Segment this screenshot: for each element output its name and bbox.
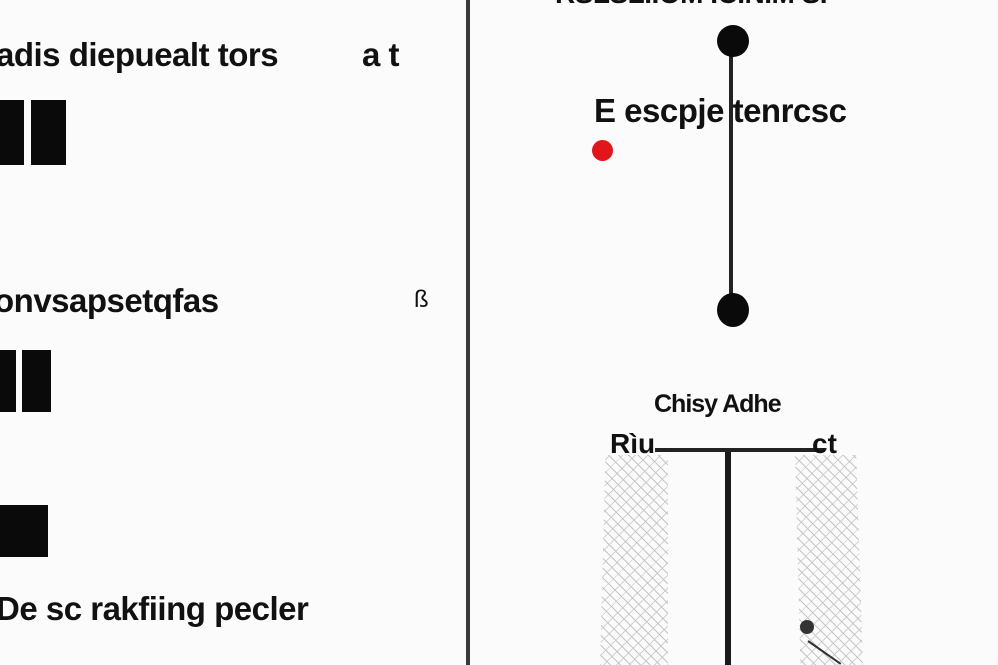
panel-divider (466, 0, 470, 665)
heading-2: onvsapsetqfas (0, 282, 219, 319)
top-title: RSLSLIIOM ICINIM SI (555, 0, 828, 10)
black-block (22, 350, 51, 412)
black-block (31, 100, 66, 165)
small-figure-icon (800, 620, 814, 634)
section-title: Chisy Adhe (654, 390, 782, 418)
pin-bottom-ball (717, 293, 749, 327)
heading-1-suffix: a t (362, 36, 400, 73)
footer-text: De sc rakfiing pecler (0, 590, 309, 627)
pin-line (729, 40, 733, 310)
right-label: ct (812, 428, 837, 459)
black-block (0, 505, 48, 557)
red-dot-marker (592, 140, 613, 161)
hatched-region-left (600, 455, 668, 665)
black-block (0, 350, 16, 412)
left-label: Rìu (610, 428, 656, 459)
black-block (0, 100, 24, 165)
label-1: E escpje tenrcsc (594, 92, 847, 129)
pin-top-ball (717, 25, 749, 57)
heading-2-mark: ß (414, 286, 429, 313)
heading-1: adis diepuealt tors (0, 36, 279, 73)
vertical-post (725, 452, 731, 665)
crossbar (655, 448, 825, 452)
